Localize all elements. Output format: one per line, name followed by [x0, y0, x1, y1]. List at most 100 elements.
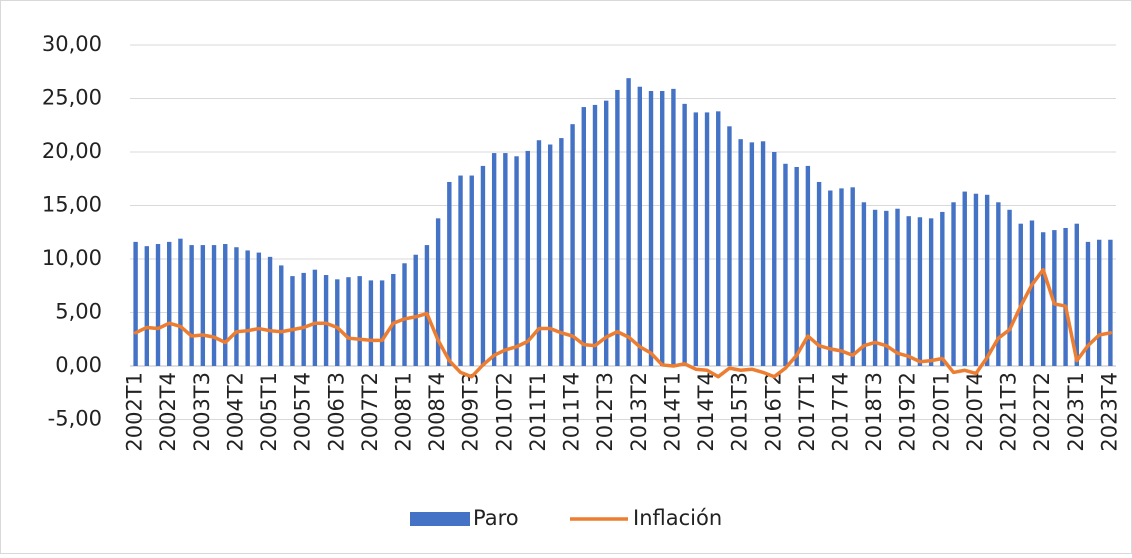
bar: [1029, 220, 1035, 366]
bar: [984, 194, 990, 366]
bar: [335, 279, 340, 366]
x-tick-label: 2017T4: [828, 372, 852, 452]
bar: [144, 246, 150, 366]
x-tick-label: 2010T2: [492, 372, 516, 452]
bar: [346, 277, 351, 366]
bar: [772, 152, 777, 366]
bar: [368, 280, 374, 366]
bar: [884, 210, 889, 366]
bar: [547, 144, 553, 366]
bar: [872, 209, 878, 366]
x-tick-label: 2016T2: [761, 372, 785, 452]
bar: [458, 175, 463, 366]
x-tick-label: 2008T4: [425, 372, 449, 452]
bar: [491, 153, 497, 366]
bar: [592, 104, 598, 367]
bar: [615, 89, 620, 366]
y-tick-label: 10,00: [42, 246, 102, 270]
bar: [682, 103, 687, 366]
bar: [727, 126, 732, 366]
x-tick-label: 2013T2: [627, 372, 651, 452]
bar: [1018, 223, 1023, 366]
y-tick-label: 0,00: [55, 353, 102, 377]
y-tick-label: -5,00: [48, 407, 102, 431]
bar: [279, 265, 284, 366]
x-tick-label: 2017T1: [795, 372, 819, 452]
bar: [1108, 239, 1113, 366]
x-tick-label: 2014T4: [694, 372, 718, 452]
bar: [928, 218, 934, 366]
bar: [906, 216, 911, 366]
x-tick-label: 2002T4: [156, 372, 180, 452]
bar: [323, 275, 329, 366]
y-tick-label: 30,00: [42, 32, 102, 56]
bar: [996, 202, 1001, 366]
x-tick-label: 2014T1: [660, 372, 684, 452]
bar: [951, 202, 956, 366]
bar: [962, 191, 967, 366]
bar: [716, 111, 721, 366]
bar: [167, 241, 172, 366]
bar: [940, 211, 945, 366]
x-tick-label: 2022T2: [1030, 372, 1054, 452]
bar: [570, 124, 575, 367]
bar: [1063, 227, 1068, 366]
bar: [760, 141, 766, 366]
x-tick-label: 2003T3: [190, 372, 214, 452]
bar: [189, 245, 194, 366]
bar: [637, 86, 643, 366]
bar: [794, 166, 799, 366]
bar: [379, 280, 385, 366]
x-tick-label: 2005T1: [257, 372, 281, 452]
x-tick-label: 2012T3: [593, 372, 617, 452]
bar: [357, 276, 362, 366]
bar: [155, 244, 161, 366]
bar: [424, 245, 430, 366]
bar: [660, 91, 665, 366]
bar: [1096, 239, 1102, 366]
x-tick-label: 2019T2: [896, 372, 920, 452]
y-tick-label: 15,00: [42, 193, 102, 217]
bar: [559, 138, 564, 366]
bar: [816, 181, 822, 366]
bar: [648, 91, 654, 366]
bar: [503, 153, 508, 366]
bar: [1007, 209, 1012, 366]
bar: [783, 163, 788, 366]
x-tick-label: 2023T4: [1097, 372, 1121, 452]
bar: [850, 187, 855, 366]
bar: [749, 142, 755, 366]
x-tick-label: 2011T1: [526, 372, 550, 452]
x-tick-label: 2002T1: [123, 372, 147, 452]
bar: [447, 181, 452, 366]
bar: [312, 269, 318, 366]
bar: [839, 188, 844, 366]
x-tick-label: 2006T3: [324, 372, 348, 452]
legend-swatch: [410, 512, 470, 526]
bar: [693, 112, 699, 366]
bar: [413, 254, 418, 366]
bar: [469, 175, 474, 366]
x-tick-label: 2008T1: [392, 372, 416, 452]
x-tick-label: 2011T4: [560, 372, 584, 452]
x-tick-label: 2020T1: [929, 372, 953, 452]
bar: [301, 272, 306, 366]
bar: [133, 241, 138, 366]
bar: [828, 190, 833, 366]
bar: [402, 263, 407, 366]
x-tick-label: 2023T1: [1064, 372, 1088, 452]
bar: [1040, 232, 1046, 366]
bar: [223, 244, 228, 366]
bar: [267, 256, 273, 366]
bar: [536, 140, 542, 366]
legend-label: Paro: [473, 506, 519, 530]
bar: [917, 217, 923, 366]
x-tick-label: 2007T2: [358, 372, 382, 452]
x-tick-label: 2015T3: [728, 372, 752, 452]
x-tick-label: 2005T4: [291, 372, 315, 452]
bar: [973, 193, 979, 366]
bar: [391, 273, 396, 366]
bar: [671, 88, 676, 367]
bar: [895, 208, 900, 366]
